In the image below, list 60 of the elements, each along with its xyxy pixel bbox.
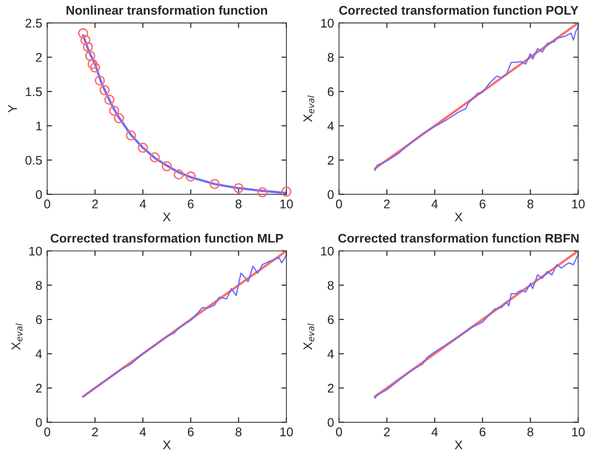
- x-tick-label: 4: [140, 428, 146, 436]
- chart-title: Corrected transformation function RBFN: [338, 234, 579, 243]
- y-tick-label: 4: [327, 122, 334, 130]
- chart-title: Nonlinear transformation function: [66, 6, 268, 15]
- y-tick-label: 8: [36, 280, 42, 290]
- y-axis-title: X$_{eval}$: [12, 323, 22, 350]
- y-axis-title: X$_{eval}$: [303, 323, 314, 350]
- x-tick-label: 6: [480, 200, 486, 208]
- y-tick-label: 8: [328, 53, 334, 62]
- x-axis-title: X: [162, 440, 171, 450]
- x-tick-label: 10: [280, 427, 293, 436]
- x-tick-label: 2: [92, 200, 98, 208]
- x-tick-label: 10: [572, 427, 585, 436]
- chart-title: Corrected transformation function MLP: [50, 234, 284, 243]
- chart-title: Corrected transformation function POLY: [339, 6, 578, 15]
- x-tick-label: 10: [572, 200, 585, 208]
- y-tick-label: 10: [29, 246, 42, 256]
- y-tick-label: 2: [328, 384, 334, 393]
- x-tick-label: 10: [280, 200, 293, 208]
- x-tick-label: 2: [384, 200, 390, 208]
- x-tick-label: 8: [527, 200, 534, 208]
- x-tick-label: 8: [527, 427, 534, 436]
- x-tick-label: 2: [384, 427, 390, 436]
- y-tick-label: 2.5: [26, 18, 42, 28]
- x-tick-label: 0: [336, 427, 342, 436]
- y-tick-label: 2: [36, 53, 42, 62]
- y-axis-title: X$_{eval}$: [303, 96, 314, 122]
- y-tick-label: 6: [328, 87, 334, 96]
- x-tick-label: 0: [336, 200, 342, 208]
- y-tick-label: 10: [321, 18, 334, 28]
- x-tick-label: 2: [92, 427, 98, 436]
- x-tick-label: 0: [44, 200, 50, 208]
- x-tick-label: 4: [432, 428, 438, 436]
- y-tick-label: 1.5: [26, 87, 42, 96]
- x-tick-label: 4: [140, 200, 146, 208]
- y-tick-label: 4: [36, 350, 42, 358]
- y-tick-label: 6: [36, 315, 42, 324]
- y-tick-label: 8: [328, 280, 334, 290]
- y-tick-label: 0: [328, 190, 334, 199]
- x-axis-title: X: [162, 212, 171, 222]
- x-tick-label: 8: [236, 427, 242, 436]
- x-tick-label: 0: [44, 427, 50, 436]
- y-tick-label: 0: [36, 190, 42, 199]
- x-tick-label: 8: [236, 200, 242, 208]
- x-tick-label: 6: [188, 427, 194, 436]
- x-axis-title: X: [454, 440, 463, 450]
- y-tick-label: 4: [327, 350, 334, 358]
- y-tick-label: 0: [36, 418, 42, 427]
- x-tick-label: 6: [480, 427, 486, 436]
- x-tick-label: 4: [432, 200, 438, 208]
- y-tick-label: 10: [321, 246, 334, 256]
- y-tick-label: 6: [328, 315, 334, 324]
- x-axis-title: X: [454, 212, 463, 222]
- y-tick-label: 2: [36, 384, 42, 393]
- y-tick-label: 0: [328, 418, 334, 427]
- y-axis-title: Y: [8, 104, 17, 113]
- x-tick-label: 6: [188, 200, 194, 208]
- y-tick-label: 0.5: [25, 156, 42, 165]
- y-tick-label: 2: [328, 156, 334, 165]
- y-tick-label: 1: [36, 122, 42, 130]
